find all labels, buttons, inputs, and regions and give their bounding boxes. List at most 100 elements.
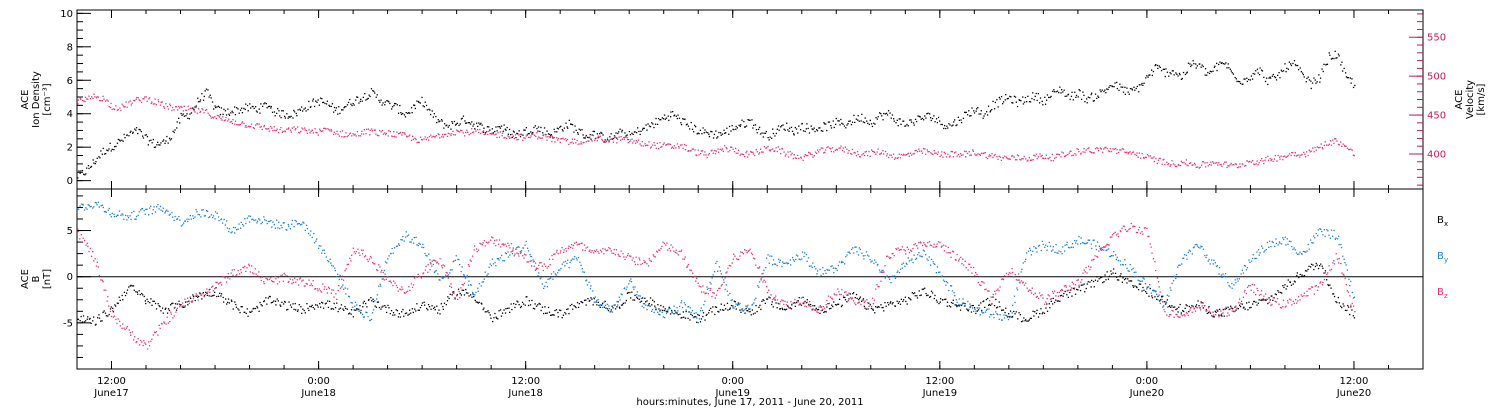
velocity-point bbox=[120, 109, 122, 112]
By-point bbox=[202, 209, 204, 211]
velocity-point bbox=[657, 147, 660, 150]
velocity-point bbox=[644, 143, 646, 145]
By-point bbox=[979, 314, 981, 316]
Bz-point bbox=[113, 315, 116, 317]
Bx-point bbox=[154, 302, 157, 305]
velocity-point bbox=[212, 117, 214, 119]
By-point bbox=[1265, 248, 1267, 251]
Bx-point bbox=[1106, 271, 1108, 273]
top-ytick-label: 10 bbox=[60, 9, 73, 20]
Bx-point bbox=[395, 309, 397, 311]
velocity-point bbox=[133, 99, 135, 102]
density-point bbox=[1278, 72, 1280, 74]
velocity-point bbox=[1117, 151, 1120, 154]
By-point bbox=[891, 275, 894, 277]
Bx-point bbox=[844, 296, 846, 299]
Bx-point bbox=[1040, 308, 1042, 310]
Bx-point bbox=[585, 299, 587, 301]
velocity-point bbox=[299, 132, 301, 134]
velocity-point bbox=[1333, 142, 1335, 145]
Bz-point bbox=[293, 277, 296, 279]
Bz-point bbox=[328, 288, 330, 290]
density-point bbox=[794, 127, 796, 129]
Bx-point bbox=[956, 305, 958, 308]
density-point bbox=[144, 134, 146, 136]
By-point bbox=[198, 214, 201, 216]
By-point bbox=[673, 305, 675, 307]
density-point bbox=[1022, 96, 1024, 98]
velocity-point bbox=[856, 151, 859, 153]
velocity-point bbox=[354, 133, 356, 135]
velocity-point bbox=[177, 109, 179, 111]
By-point bbox=[1351, 291, 1353, 294]
velocity-point bbox=[842, 147, 844, 149]
Bx-point bbox=[366, 306, 368, 308]
velocity-point bbox=[298, 131, 300, 134]
Bx-point bbox=[890, 301, 892, 303]
density-point bbox=[1082, 91, 1084, 93]
velocity-point bbox=[1334, 138, 1336, 140]
By-point bbox=[1314, 237, 1316, 239]
Bx-point bbox=[263, 300, 265, 303]
Bx-point bbox=[1333, 295, 1336, 298]
Bx-point bbox=[607, 309, 610, 312]
By-point bbox=[1290, 240, 1292, 243]
velocity-point bbox=[873, 151, 876, 153]
Bz-point bbox=[304, 285, 306, 287]
velocity-point bbox=[1285, 156, 1287, 158]
Bz-point bbox=[464, 277, 466, 279]
velocity-point bbox=[956, 155, 958, 157]
Bx-point bbox=[1132, 286, 1135, 288]
Bz-point bbox=[610, 250, 612, 252]
By-point bbox=[173, 219, 175, 221]
Bz-point bbox=[140, 339, 142, 342]
By-point bbox=[458, 258, 460, 261]
density-point bbox=[1329, 54, 1331, 56]
By-point bbox=[667, 309, 669, 311]
velocity-point bbox=[561, 138, 563, 140]
By-point bbox=[354, 305, 356, 307]
density-point bbox=[1264, 80, 1267, 83]
By-point bbox=[356, 304, 358, 306]
Bx-point bbox=[446, 300, 449, 302]
density-point bbox=[395, 103, 397, 105]
By-point bbox=[1310, 239, 1312, 241]
Bx-point bbox=[717, 310, 719, 313]
By-point bbox=[214, 218, 216, 220]
density-point bbox=[310, 106, 312, 108]
density-point bbox=[1207, 71, 1209, 74]
Bx-point bbox=[102, 311, 104, 313]
velocity-point bbox=[215, 117, 217, 120]
Bx-point bbox=[687, 317, 689, 319]
By-point bbox=[567, 259, 569, 261]
Bx-point bbox=[235, 306, 238, 308]
Bz-point bbox=[251, 265, 253, 267]
density-point bbox=[543, 127, 546, 129]
Bx-point bbox=[440, 303, 442, 305]
density-point bbox=[656, 123, 659, 125]
velocity-point bbox=[867, 154, 869, 157]
Bz-point bbox=[462, 284, 464, 286]
density-point bbox=[341, 109, 343, 111]
density-point bbox=[826, 129, 828, 132]
density-point bbox=[1168, 75, 1170, 77]
Bx-point bbox=[1089, 281, 1091, 283]
velocity-point bbox=[701, 150, 704, 152]
velocity-point bbox=[284, 131, 287, 133]
velocity-point bbox=[263, 126, 265, 128]
density-point bbox=[913, 124, 915, 126]
By-point bbox=[760, 279, 762, 281]
Bz-point bbox=[145, 343, 147, 345]
By-point bbox=[833, 271, 835, 274]
Bx-point bbox=[825, 311, 827, 313]
Bx-point bbox=[1241, 303, 1243, 305]
density-point bbox=[316, 101, 318, 103]
By-point bbox=[769, 255, 771, 257]
density-point bbox=[818, 127, 820, 129]
density-point bbox=[458, 124, 460, 127]
Bx-point bbox=[490, 317, 492, 319]
Bz-point bbox=[302, 279, 304, 281]
velocity-point bbox=[922, 147, 925, 150]
velocity-point bbox=[1335, 138, 1337, 140]
By-point bbox=[974, 308, 976, 310]
